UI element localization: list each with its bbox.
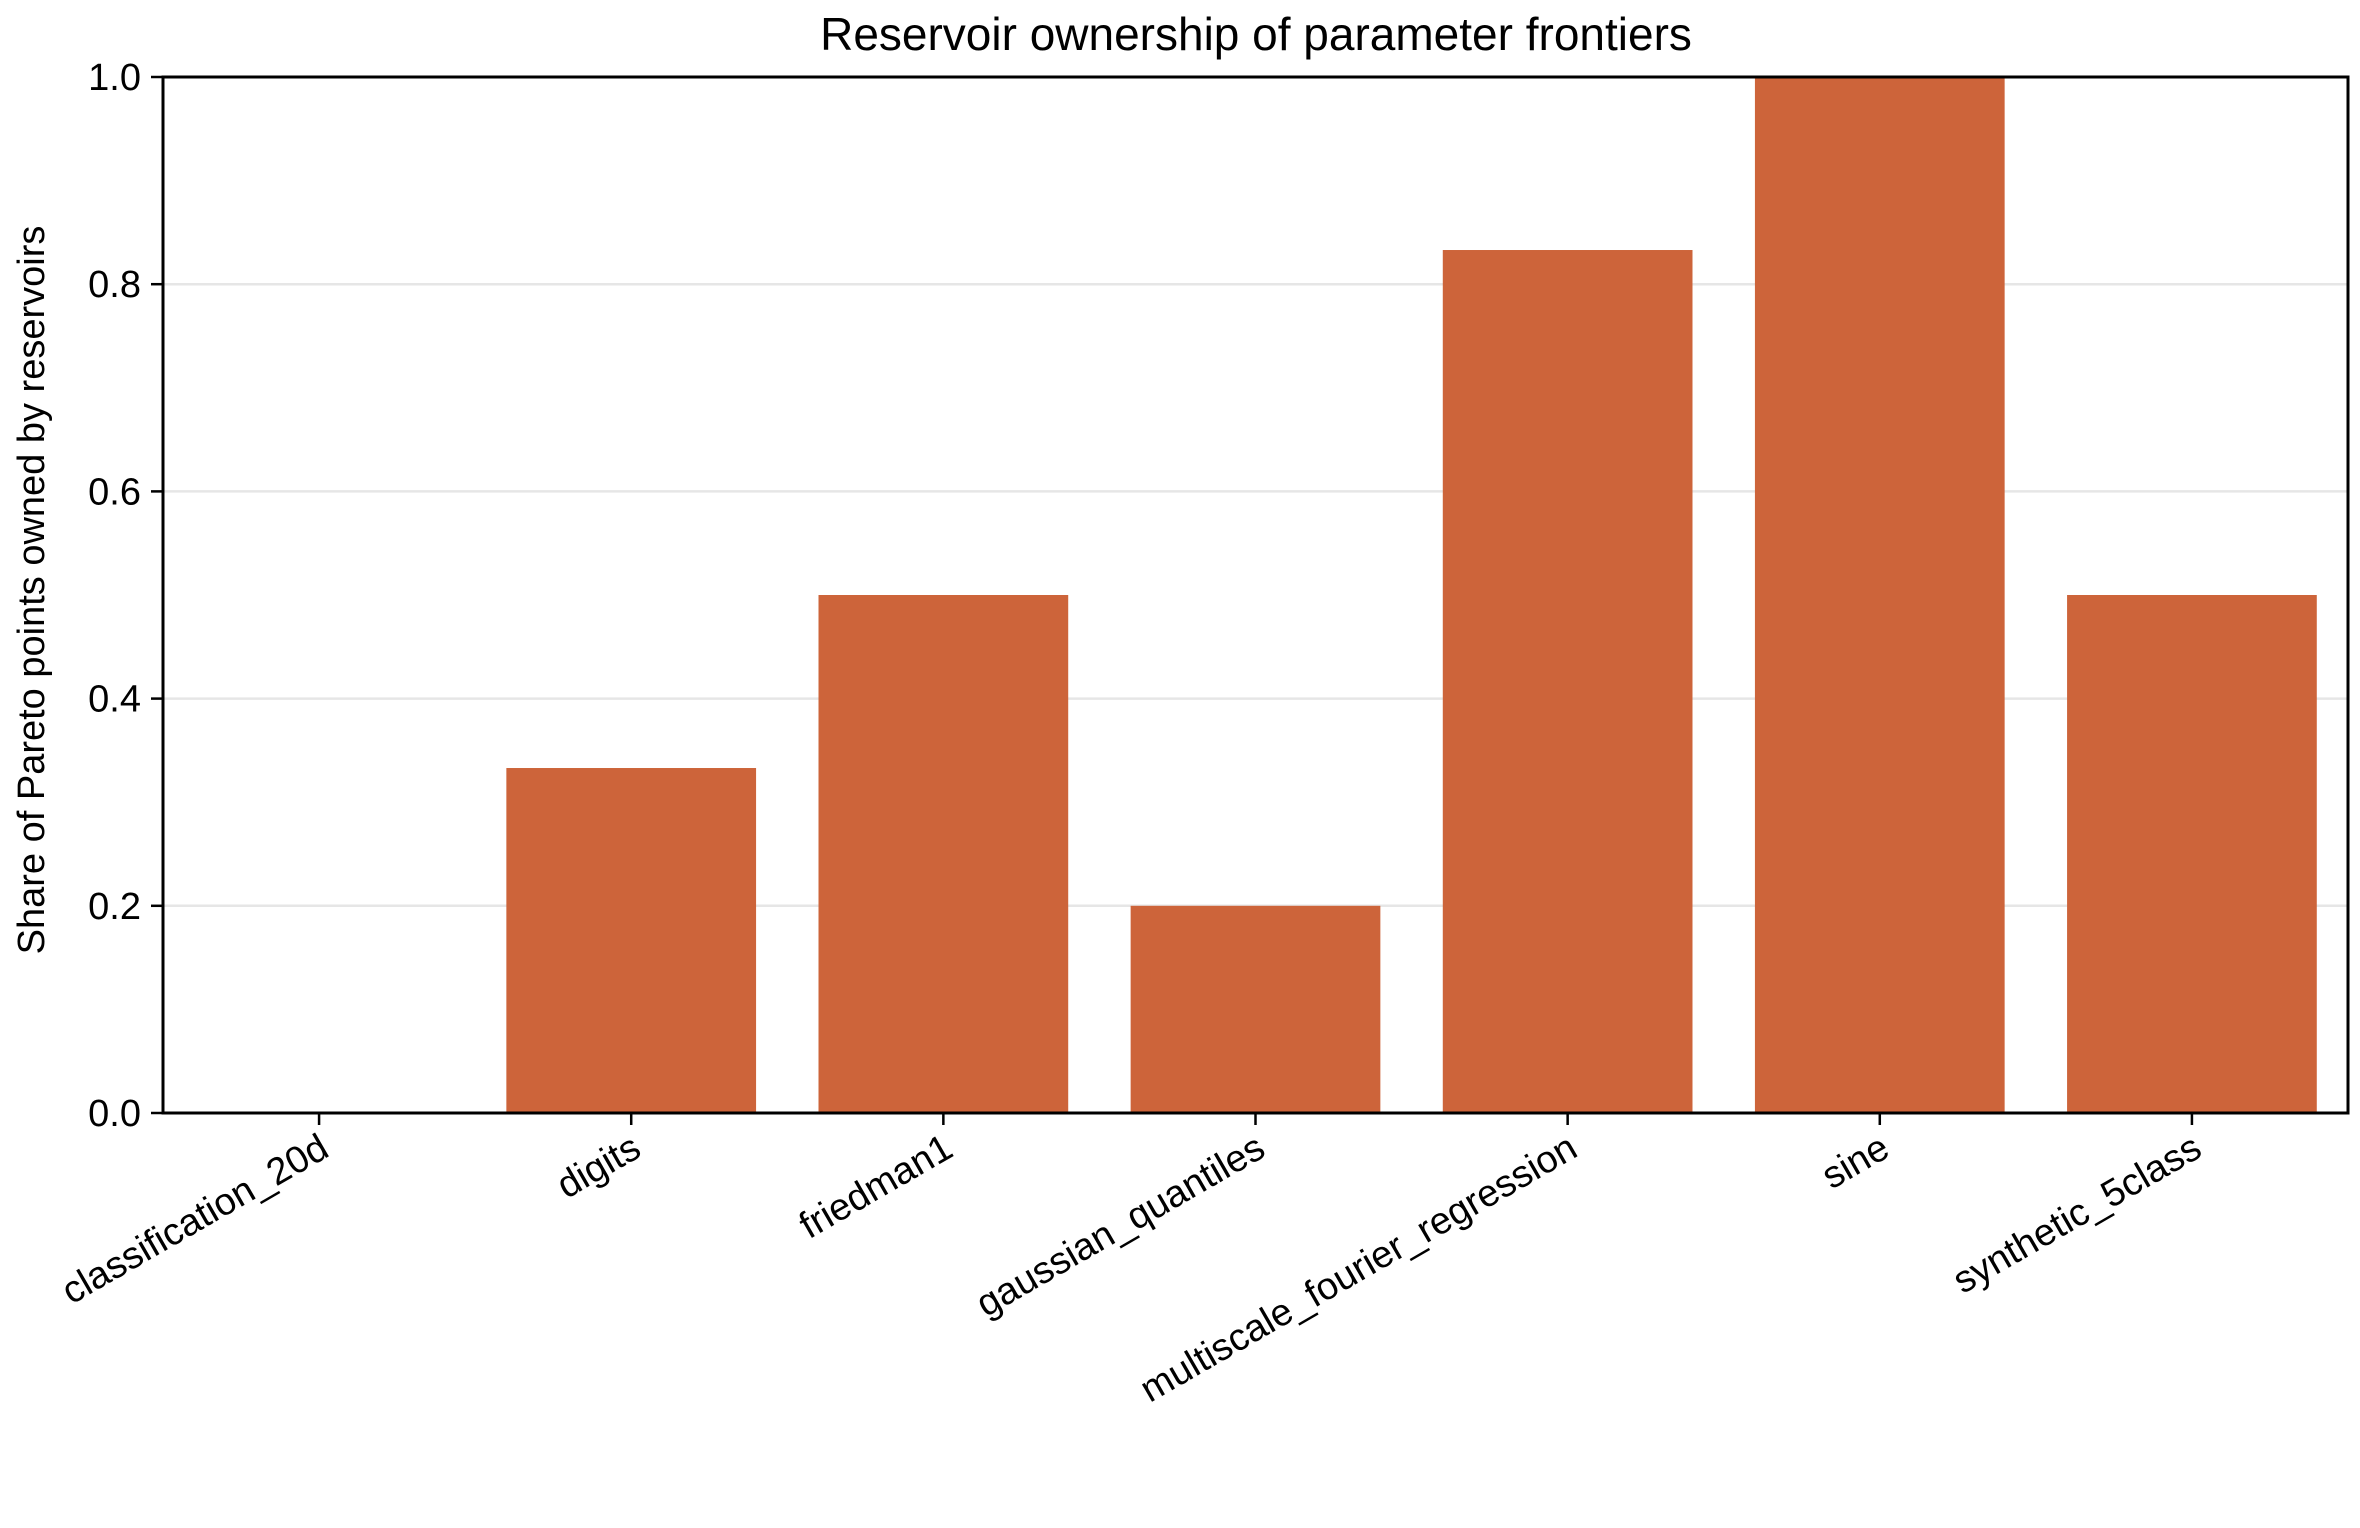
bar-multiscale-fourier-regression xyxy=(1442,250,1693,1114)
bar-digits xyxy=(506,768,757,1113)
y-tick-label: 0.0 xyxy=(88,1093,141,1135)
bar-gaussian-quantiles xyxy=(1130,905,1381,1113)
bar-friedman1 xyxy=(818,595,1069,1113)
chart-title: Reservoir ownership of parameter frontie… xyxy=(820,8,1692,60)
bar-synthetic-5class xyxy=(2067,595,2317,1113)
bars xyxy=(506,77,2317,1114)
y-tick-label: 0.2 xyxy=(88,886,141,928)
y-tick-label: 1.0 xyxy=(88,57,141,99)
y-tick-label: 0.6 xyxy=(88,471,141,513)
bar-sine xyxy=(1754,77,2005,1113)
y-tick-label: 0.8 xyxy=(88,264,141,306)
y-axis-label: Share of Pareto points owned by reservoi… xyxy=(11,226,53,955)
y-tick-label: 0.4 xyxy=(88,679,141,721)
